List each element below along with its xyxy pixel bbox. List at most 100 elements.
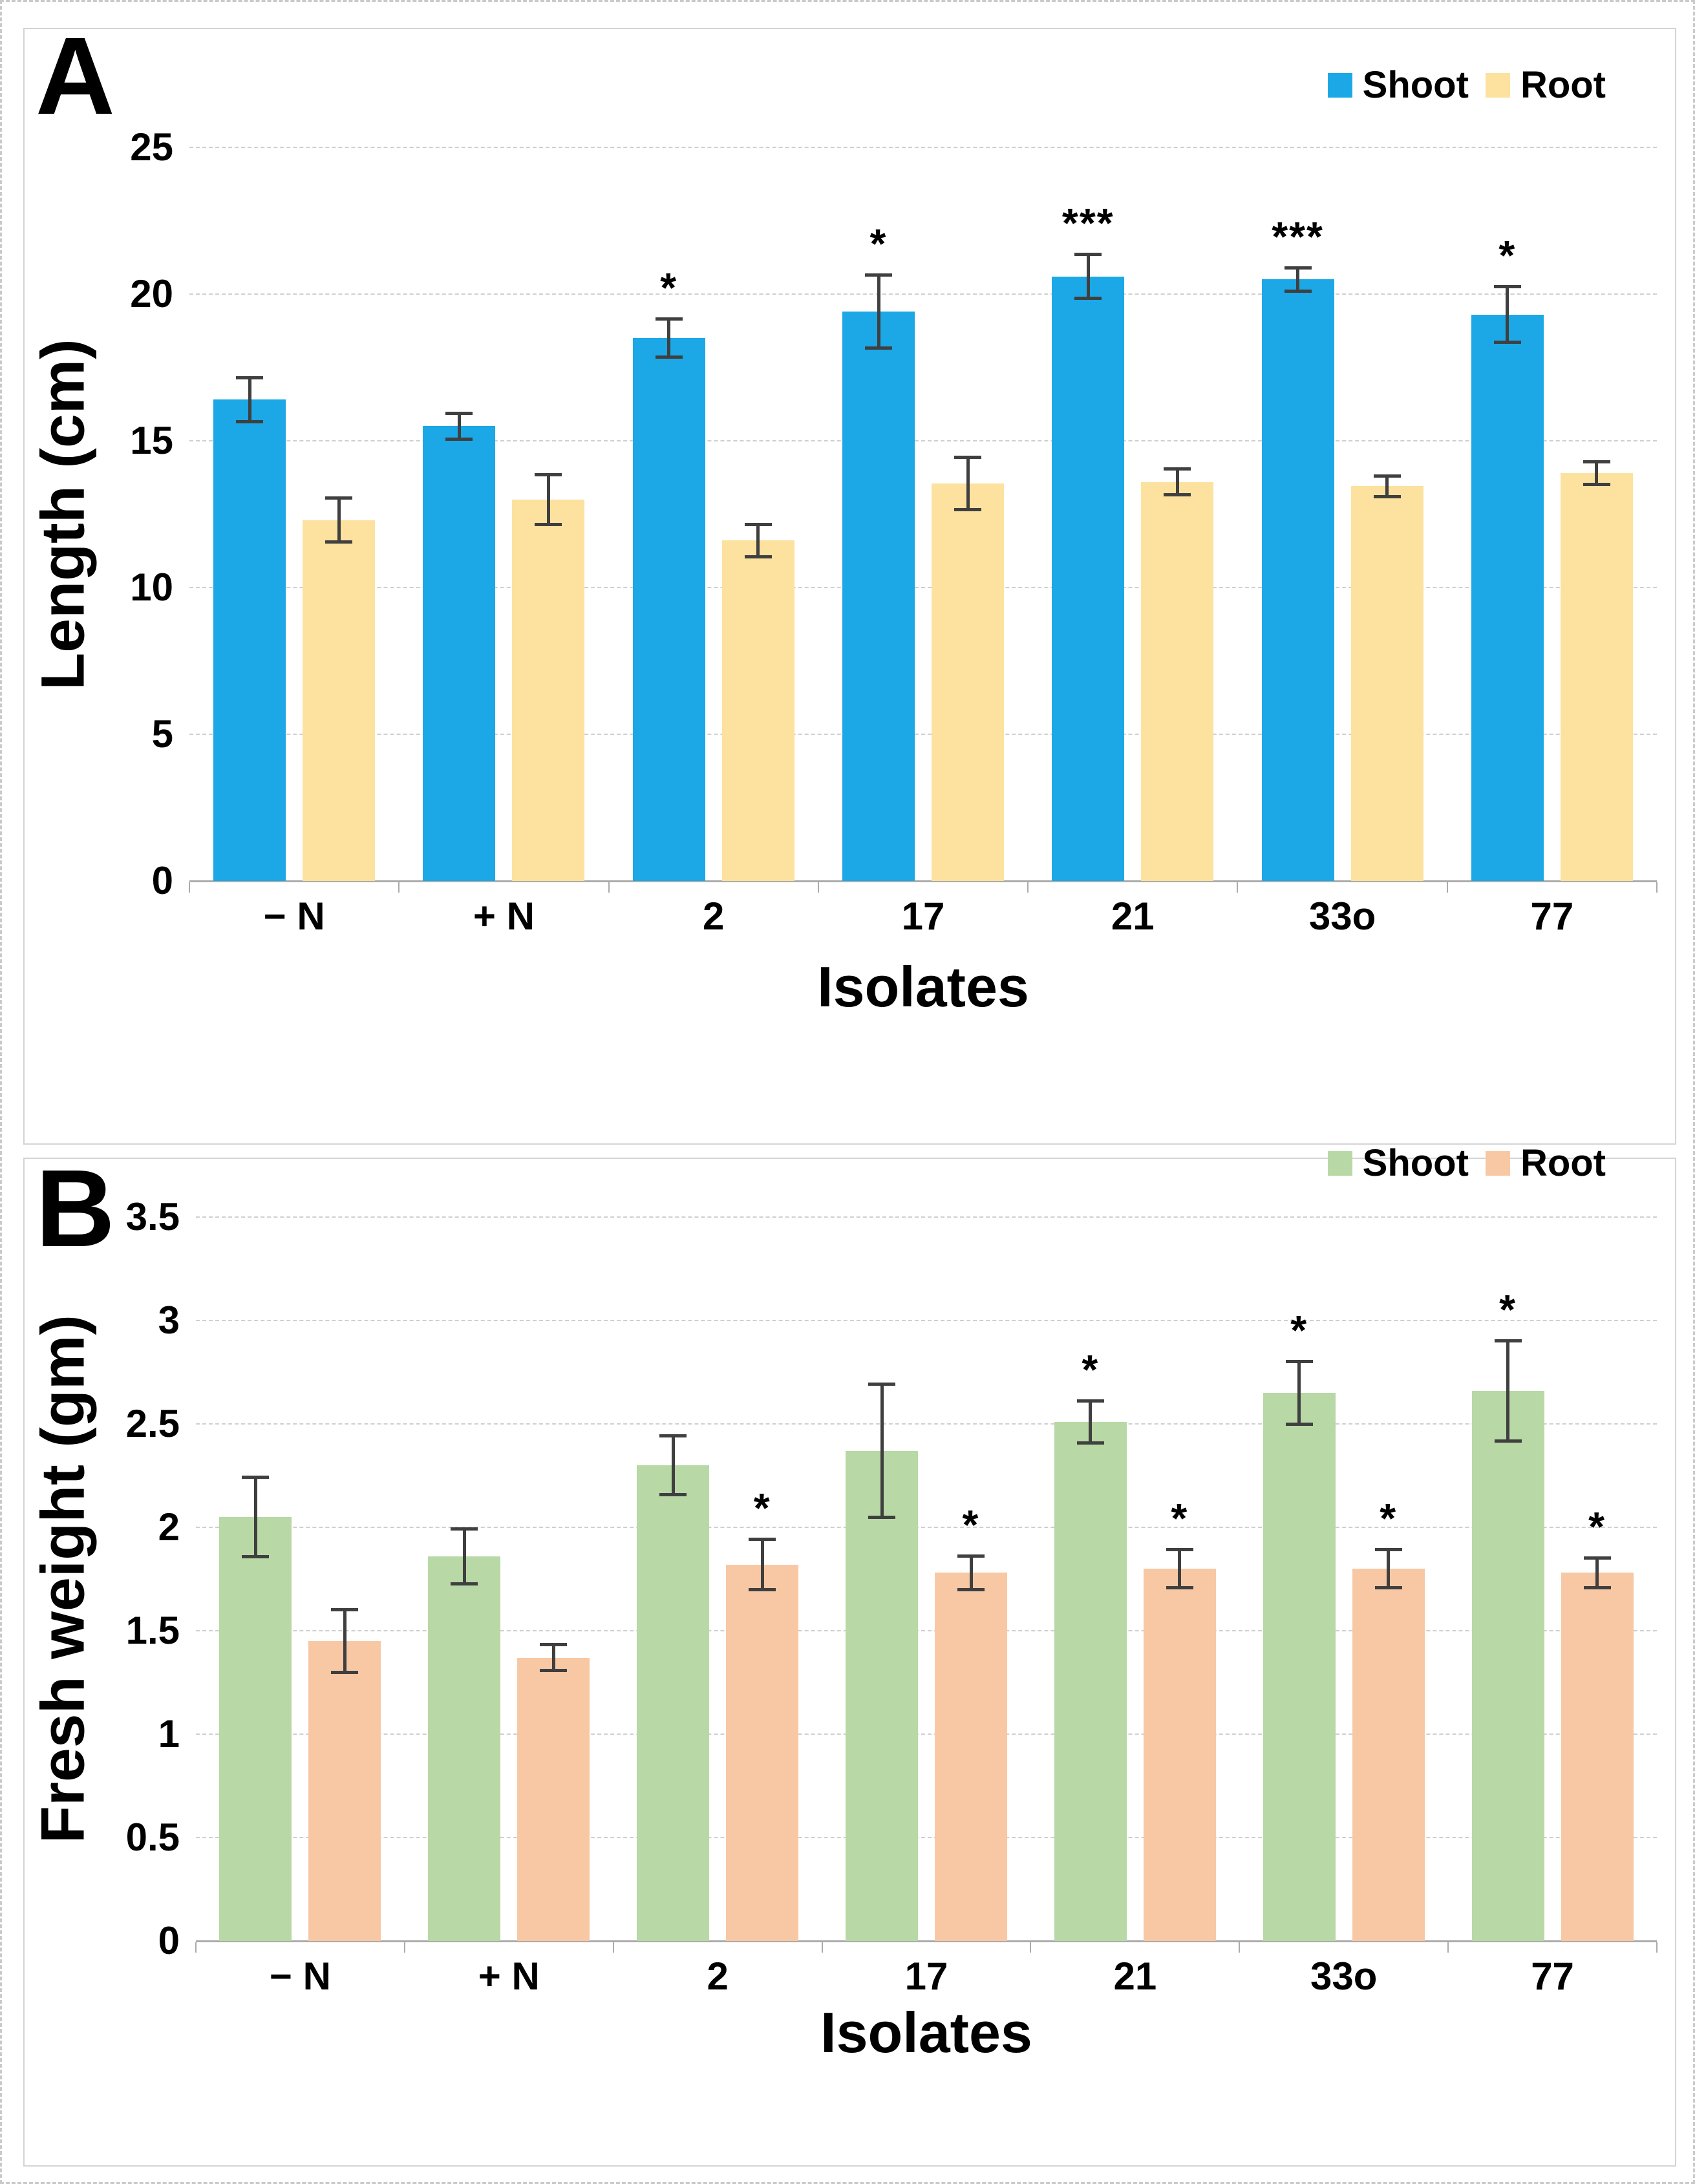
errbar-part	[1374, 1548, 1402, 1551]
errbar-a-shoot-−N	[236, 376, 264, 423]
bar-a-shoot-21	[1052, 276, 1125, 881]
errbar-part	[1493, 285, 1521, 289]
x-tickmark-b	[821, 1942, 823, 1953]
errbar-a-shoot-33o	[1284, 266, 1312, 293]
errbar-part	[744, 523, 772, 527]
errbar-part	[331, 1671, 359, 1675]
x-axis-a	[189, 880, 1657, 882]
gridline-b-1.5	[196, 1630, 1657, 1631]
significance-a-shoot-33o: ***	[1272, 213, 1324, 260]
gridline-b-2	[196, 1527, 1657, 1528]
errbar-part	[868, 1383, 895, 1386]
panel-b-legend: Shoot Root	[1327, 1145, 1606, 1182]
significance-a-shoot-77: *	[1498, 232, 1517, 279]
errbar-part	[659, 1434, 687, 1437]
errbar-part	[1164, 467, 1191, 471]
xtick-b-17: 17	[904, 1955, 948, 1998]
errbar-part	[445, 437, 473, 441]
significance-b-root-21: *	[1171, 1495, 1189, 1542]
x-tickmark-b	[1656, 1942, 1658, 1953]
bar-a-root-2	[721, 540, 794, 881]
xtick-b-77: 77	[1531, 1955, 1574, 1998]
errbar-part	[1166, 1548, 1193, 1551]
errbar-part	[865, 273, 892, 277]
bar-b-root-21	[1143, 1569, 1216, 1941]
x-tickmark-a	[1237, 882, 1239, 893]
errbar-part	[969, 1554, 973, 1592]
bar-a-root-77	[1560, 472, 1633, 881]
bar-b-shoot-17	[846, 1450, 918, 1941]
xtick-a-77: 77	[1530, 895, 1574, 938]
bar-a-root-33o	[1350, 486, 1423, 881]
bar-b-shoot-+N	[428, 1556, 501, 1941]
errbar-part	[655, 355, 683, 359]
errbar-part	[535, 522, 562, 526]
errbar-b-shoot-33o	[1285, 1359, 1313, 1426]
errbar-part	[1506, 285, 1509, 345]
errbar-part	[343, 1607, 346, 1675]
errbar-part	[744, 555, 772, 558]
errbar-part	[749, 1538, 776, 1541]
panel-a-letter: A	[36, 15, 115, 138]
errbar-part	[546, 472, 550, 526]
errbar-part	[236, 376, 264, 380]
ytick-a-5: 5	[151, 712, 173, 756]
errbar-part	[868, 1516, 895, 1520]
x-tickmark-b	[1239, 1942, 1241, 1953]
gridline-b-2.5	[196, 1423, 1657, 1425]
significance-a-shoot-17: *	[869, 220, 888, 268]
errbar-b-shoot-77	[1494, 1339, 1522, 1443]
x-axis-title-a: Isolates	[817, 955, 1029, 1019]
errbar-part	[1494, 1439, 1522, 1443]
errbar-part	[1595, 460, 1599, 487]
errbar-b-shoot-−N	[242, 1476, 270, 1558]
ytick-a-0: 0	[151, 859, 173, 902]
y-axis-title-a: Length (cm)	[28, 338, 98, 690]
errbar-a-root-2	[744, 523, 772, 558]
errbar-a-root-−N	[325, 496, 353, 544]
errbar-part	[1387, 1548, 1391, 1589]
errbar-part	[1164, 493, 1191, 497]
xtick-b-−N: − N	[269, 1955, 331, 1998]
legend-item-shoot: Shoot	[1327, 1145, 1469, 1182]
bar-b-shoot-77	[1471, 1390, 1544, 1941]
errbar-part	[337, 496, 341, 544]
legend-item-root: Root	[1485, 67, 1606, 104]
bar-b-root-2	[726, 1564, 799, 1941]
ytick-b-0.5: 0.5	[125, 1816, 180, 1859]
errbar-part	[1583, 1585, 1611, 1589]
ytick-a-15: 15	[130, 419, 173, 462]
errbar-part	[1297, 1359, 1301, 1426]
errbar-part	[1373, 474, 1401, 478]
ytick-b-1: 1	[158, 1712, 180, 1755]
gridline-a-20	[189, 293, 1657, 295]
errbar-a-shoot-21	[1074, 253, 1102, 301]
legend-label-shoot: Shoot	[1362, 64, 1469, 106]
significance-b-shoot-21: *	[1082, 1346, 1100, 1393]
xtick-a-+N: + N	[473, 895, 535, 938]
xtick-a-17: 17	[901, 895, 945, 938]
gridline-a-25	[189, 147, 1657, 148]
bar-b-shoot-21	[1054, 1421, 1127, 1941]
gridline-a-15	[189, 440, 1657, 441]
ytick-b-0: 0	[158, 1919, 180, 1962]
bar-a-shoot-−N	[213, 399, 286, 881]
ytick-a-20: 20	[130, 272, 173, 315]
errbar-part	[1076, 1441, 1104, 1445]
errbar-part	[1583, 460, 1610, 463]
x-axis-title-b: Isolates	[820, 2000, 1032, 2064]
errbar-part	[957, 1554, 985, 1558]
errbar-part	[1373, 494, 1401, 498]
errbar-part	[540, 1668, 568, 1672]
errbar-part	[1285, 1359, 1313, 1363]
errbar-part	[457, 411, 461, 441]
errbar-a-root-33o	[1373, 474, 1401, 498]
x-tickmark-b	[195, 1942, 197, 1953]
errbar-b-root-−N	[331, 1607, 359, 1675]
bar-b-shoot-−N	[219, 1517, 292, 1941]
x-tickmark-a	[1027, 882, 1029, 893]
errbar-part	[1583, 1556, 1611, 1560]
errbar-a-shoot-77	[1493, 285, 1521, 345]
errbar-part	[540, 1643, 568, 1647]
